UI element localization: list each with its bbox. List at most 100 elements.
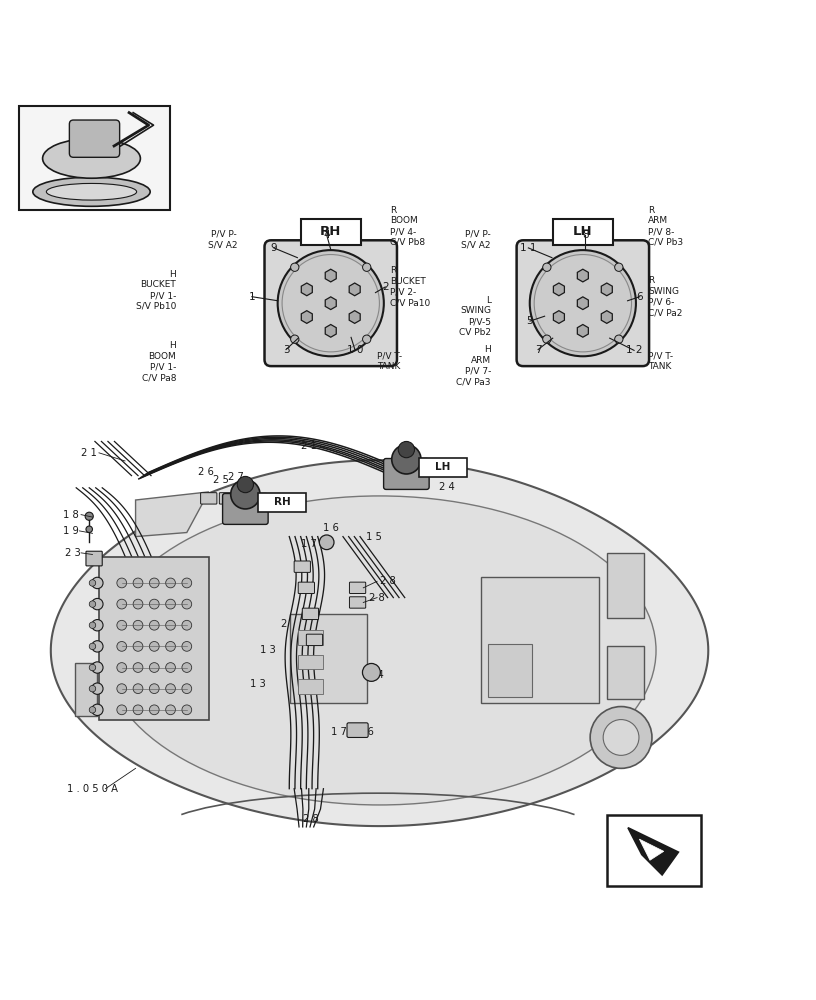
Text: L
SWING
P/V-5
CV Pb2: L SWING P/V-5 CV Pb2 bbox=[459, 296, 491, 337]
Circle shape bbox=[117, 705, 126, 715]
FancyBboxPatch shape bbox=[74, 663, 97, 716]
Circle shape bbox=[166, 620, 175, 630]
Circle shape bbox=[290, 263, 299, 271]
Text: 4: 4 bbox=[323, 230, 330, 240]
Text: 1 1: 1 1 bbox=[520, 243, 537, 253]
Text: 1 3: 1 3 bbox=[260, 645, 276, 655]
Polygon shape bbox=[326, 297, 336, 310]
Circle shape bbox=[182, 705, 192, 715]
Polygon shape bbox=[601, 283, 612, 296]
Circle shape bbox=[91, 641, 103, 652]
Text: LH: LH bbox=[435, 462, 450, 472]
FancyBboxPatch shape bbox=[69, 120, 120, 157]
Polygon shape bbox=[553, 311, 565, 323]
Text: 2 5: 2 5 bbox=[213, 475, 229, 485]
Circle shape bbox=[543, 335, 551, 343]
Text: P/V P-
S/V A2: P/V P- S/V A2 bbox=[208, 230, 237, 250]
FancyBboxPatch shape bbox=[481, 577, 599, 703]
Text: R
BOOM
P/V 4-
C/V Pb8: R BOOM P/V 4- C/V Pb8 bbox=[390, 206, 425, 247]
Circle shape bbox=[166, 663, 175, 672]
Circle shape bbox=[182, 578, 192, 588]
Circle shape bbox=[91, 620, 103, 631]
Circle shape bbox=[166, 642, 175, 651]
Circle shape bbox=[149, 642, 159, 651]
Text: 1 8: 1 8 bbox=[64, 510, 79, 520]
Circle shape bbox=[282, 255, 379, 352]
Circle shape bbox=[182, 599, 192, 609]
Circle shape bbox=[277, 250, 384, 356]
Circle shape bbox=[117, 620, 126, 630]
Polygon shape bbox=[578, 297, 588, 310]
Circle shape bbox=[149, 684, 159, 694]
Circle shape bbox=[133, 599, 143, 609]
Polygon shape bbox=[301, 311, 313, 323]
Polygon shape bbox=[349, 311, 360, 323]
Circle shape bbox=[149, 620, 159, 630]
Circle shape bbox=[89, 664, 95, 671]
Circle shape bbox=[89, 643, 95, 650]
Text: 2 8: 2 8 bbox=[303, 814, 318, 824]
Polygon shape bbox=[326, 324, 336, 337]
FancyBboxPatch shape bbox=[607, 646, 644, 699]
Circle shape bbox=[133, 620, 143, 630]
Ellipse shape bbox=[42, 139, 140, 178]
Circle shape bbox=[182, 642, 192, 651]
Polygon shape bbox=[628, 828, 678, 875]
Text: LH: LH bbox=[573, 225, 592, 238]
Text: 1 . 0 5 0 A: 1 . 0 5 0 A bbox=[67, 784, 118, 794]
Circle shape bbox=[290, 335, 299, 343]
Circle shape bbox=[85, 512, 93, 520]
Circle shape bbox=[603, 720, 639, 755]
Text: 2 8: 2 8 bbox=[369, 593, 385, 603]
Polygon shape bbox=[301, 283, 313, 296]
Circle shape bbox=[362, 263, 370, 271]
Circle shape bbox=[166, 578, 175, 588]
FancyBboxPatch shape bbox=[302, 608, 318, 620]
Circle shape bbox=[614, 263, 623, 271]
FancyBboxPatch shape bbox=[347, 723, 368, 737]
Circle shape bbox=[237, 476, 254, 493]
Circle shape bbox=[117, 599, 126, 609]
Ellipse shape bbox=[47, 183, 136, 200]
FancyBboxPatch shape bbox=[517, 240, 649, 366]
Circle shape bbox=[91, 704, 103, 716]
Text: 1 5: 1 5 bbox=[366, 532, 382, 542]
FancyBboxPatch shape bbox=[349, 597, 366, 608]
Circle shape bbox=[149, 663, 159, 672]
Text: RH: RH bbox=[320, 225, 341, 238]
FancyBboxPatch shape bbox=[298, 582, 314, 594]
Circle shape bbox=[614, 335, 623, 343]
Text: 2 1: 2 1 bbox=[301, 441, 317, 451]
Polygon shape bbox=[51, 460, 708, 826]
FancyBboxPatch shape bbox=[86, 551, 102, 566]
Text: 2 8: 2 8 bbox=[379, 576, 396, 586]
Text: H
ARM
P/V 7-
C/V Pa3: H ARM P/V 7- C/V Pa3 bbox=[456, 345, 491, 387]
Circle shape bbox=[89, 601, 95, 607]
Text: RH: RH bbox=[273, 497, 290, 507]
Text: 5: 5 bbox=[526, 316, 534, 326]
Text: 2 0: 2 0 bbox=[281, 619, 296, 629]
Circle shape bbox=[89, 580, 95, 586]
Circle shape bbox=[149, 578, 159, 588]
Text: H
BUCKET
P/V 1-
S/V Pb10: H BUCKET P/V 1- S/V Pb10 bbox=[135, 270, 176, 311]
Circle shape bbox=[89, 622, 95, 628]
Text: H
BOOM
P/V 1-
C/V Pa8: H BOOM P/V 1- C/V Pa8 bbox=[142, 341, 176, 383]
Circle shape bbox=[392, 445, 421, 474]
Text: 1 2: 1 2 bbox=[626, 345, 642, 355]
FancyBboxPatch shape bbox=[290, 614, 367, 703]
FancyBboxPatch shape bbox=[264, 240, 397, 366]
Text: 1 6: 1 6 bbox=[357, 727, 374, 737]
Circle shape bbox=[166, 599, 175, 609]
Text: 1 0: 1 0 bbox=[347, 345, 363, 355]
Circle shape bbox=[91, 577, 103, 589]
FancyBboxPatch shape bbox=[201, 493, 217, 504]
FancyBboxPatch shape bbox=[488, 644, 532, 697]
Circle shape bbox=[91, 598, 103, 610]
Polygon shape bbox=[135, 492, 209, 537]
Text: R
ARM
P/V 8-
C/V Pb3: R ARM P/V 8- C/V Pb3 bbox=[648, 206, 683, 247]
Polygon shape bbox=[601, 311, 612, 323]
Polygon shape bbox=[553, 283, 565, 296]
Circle shape bbox=[166, 684, 175, 694]
Circle shape bbox=[133, 642, 143, 651]
FancyBboxPatch shape bbox=[298, 630, 322, 645]
